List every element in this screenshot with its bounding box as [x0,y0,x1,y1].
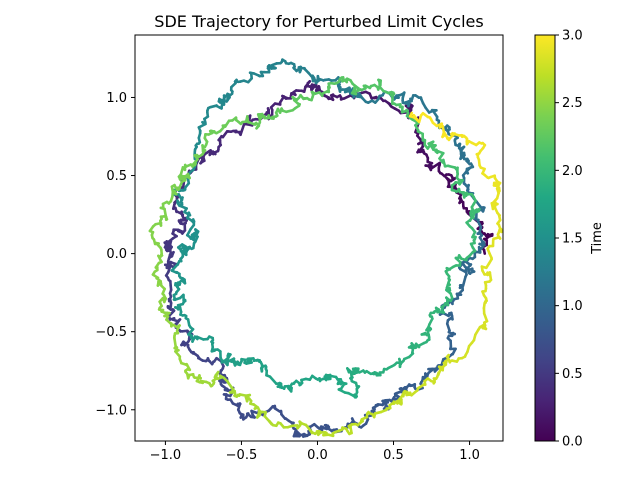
y-tick-label: 1.0 [106,91,127,106]
colorbar-tick-label: 1.0 [562,299,583,314]
x-tick-label: 0.5 [383,448,404,463]
chart-title: SDE Trajectory for Perturbed Limit Cycle… [154,12,483,31]
trajectory-segment [410,113,412,116]
y-tick-label: 0.0 [106,247,127,262]
y-tick-label: −1.0 [95,403,127,418]
colorbar-tick-label: 1.5 [562,232,583,247]
x-tick-label: −1.0 [150,448,182,463]
x-axis: −1.0 −0.5 0.0 0.5 1.0 [150,441,480,463]
trajectory-segment [463,277,465,286]
x-tick-label: −0.5 [226,448,258,463]
trajectory-series [150,60,501,437]
colorbar-tick-label: 2.5 [562,96,583,111]
colorbar-label: Time [590,222,605,255]
colorbar-tick-label: 2.0 [562,164,583,179]
colorbar-tick-label: 0.5 [562,367,583,382]
x-tick-label: 0.0 [307,448,328,463]
y-tick-label: −0.5 [95,325,127,340]
y-axis: −1.0 −0.5 0.0 0.5 1.0 [95,91,135,418]
colorbar [535,35,555,441]
y-tick-label: 0.5 [106,169,127,184]
trajectory-segment [270,377,276,384]
x-tick-label: 1.0 [459,448,480,463]
colorbar-tick-label: 3.0 [562,29,583,44]
colorbar-tick-label: 0.0 [562,435,583,450]
colorbar-axis: 0.0 0.5 1.0 1.5 2.0 2.5 3.0 [555,29,583,450]
